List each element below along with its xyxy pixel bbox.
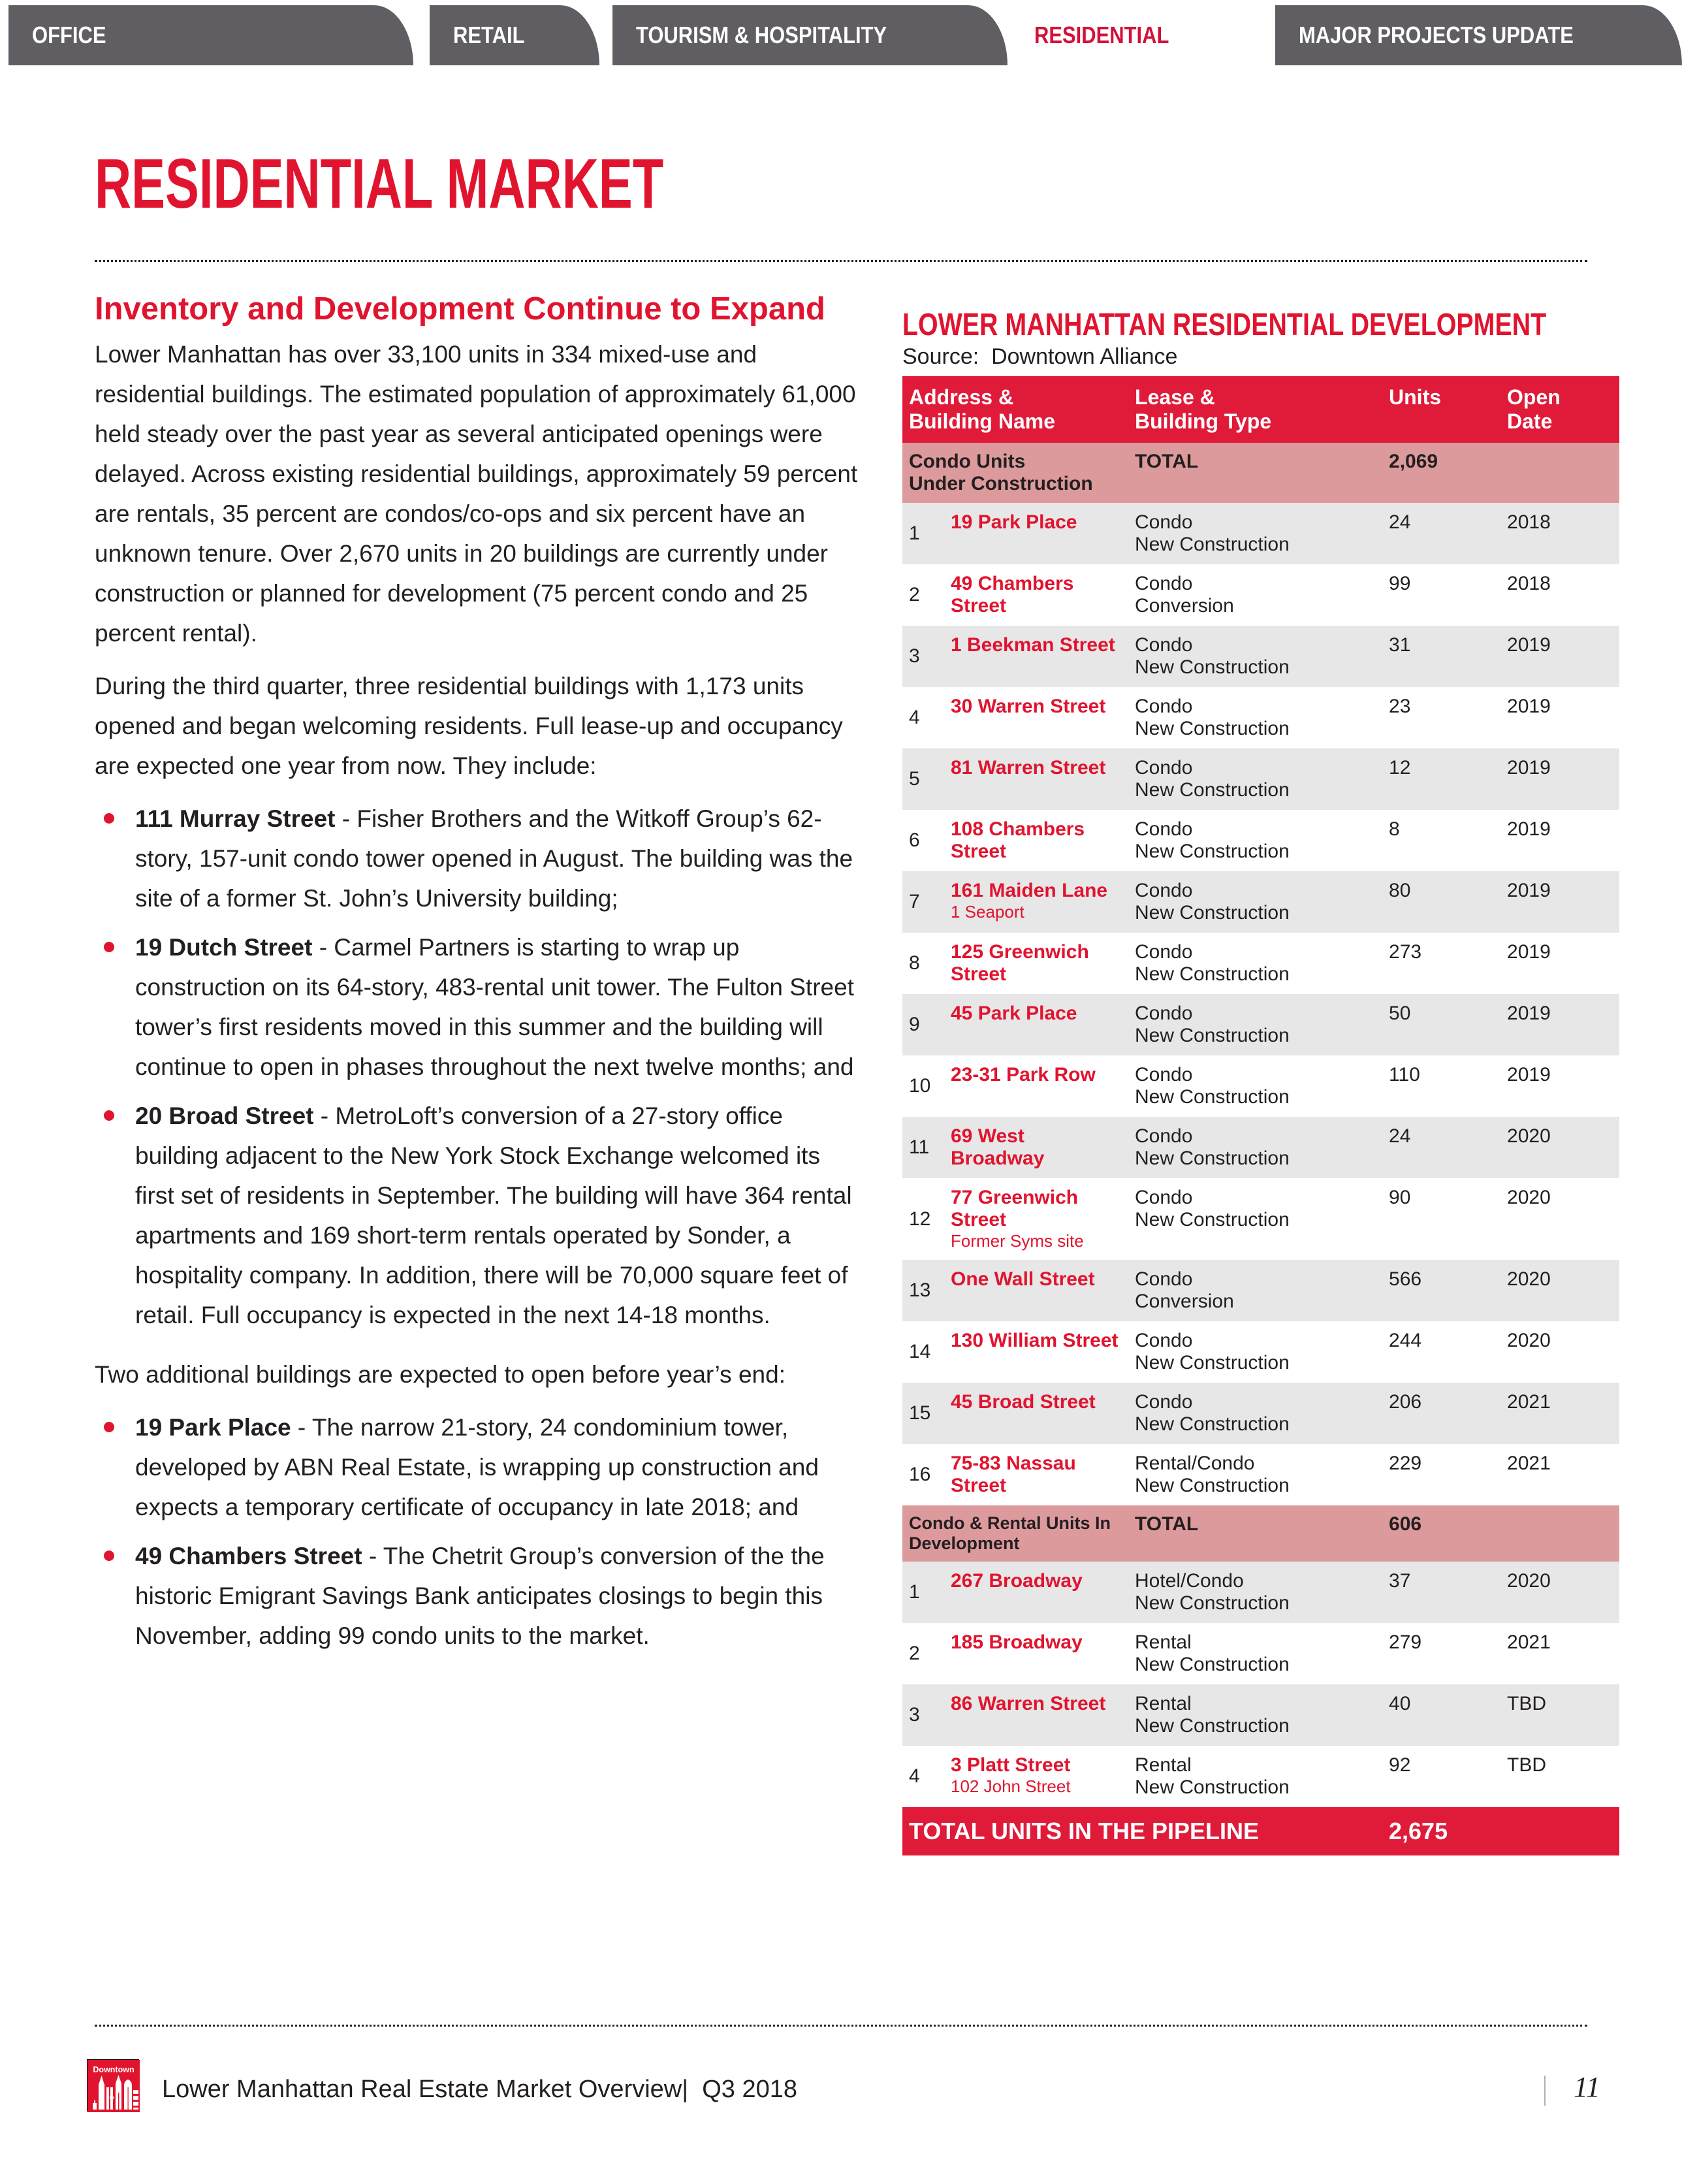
svg-text:Downtown: Downtown bbox=[93, 2065, 134, 2074]
